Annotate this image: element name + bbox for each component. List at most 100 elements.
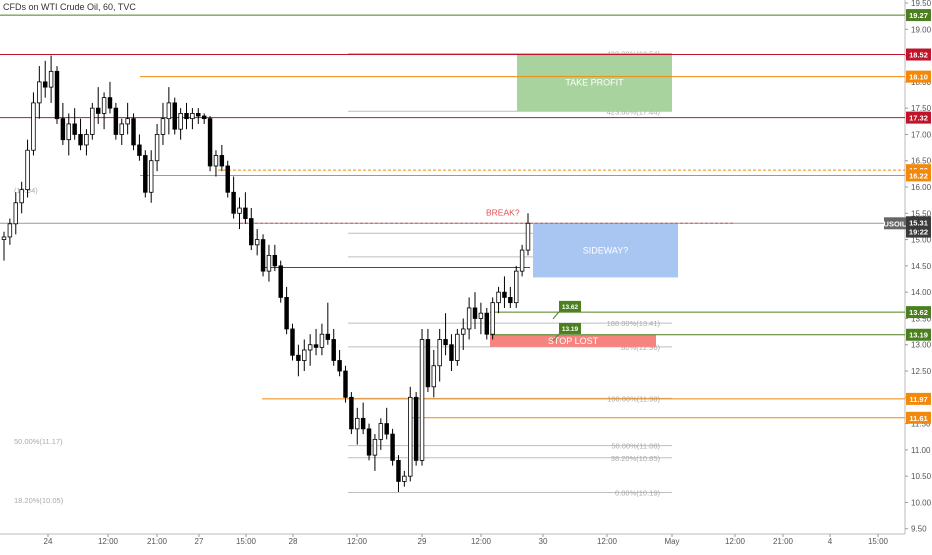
candle-body [54, 70, 60, 120]
candle-body [166, 102, 172, 120]
candle-body [172, 102, 177, 130]
candle-body [201, 115, 207, 120]
candle-body [25, 149, 30, 191]
price-tag-label: USOIL [884, 219, 907, 228]
candle-body [219, 155, 225, 167]
candle-body [225, 165, 230, 193]
candle-body [502, 291, 507, 298]
candle-body [443, 339, 448, 346]
price-tag-label: 13.62 [909, 308, 928, 317]
fib-label: 0.00%(10.19) [615, 488, 661, 497]
y-tick-label: 14.00 [911, 288, 932, 297]
candle-body [66, 123, 71, 141]
x-tick-label: 12:00 [597, 537, 618, 546]
price-tag [906, 9, 931, 22]
zone-label: SIDEWAY? [583, 245, 629, 255]
price-tag-label: 11.97 [909, 395, 927, 404]
price-tag [906, 392, 931, 405]
price-tag [906, 328, 931, 341]
chart-title: CFDs on WTI Crude Oil, 60, TVC [3, 2, 136, 12]
zone-box [517, 53, 672, 112]
callout-label: 13.19 [562, 326, 579, 333]
fib-label: 423.60%(17.44) [607, 107, 661, 116]
y-tick-label: 19.50 [911, 0, 932, 8]
candle-body [513, 270, 519, 304]
price-tag [906, 216, 931, 229]
price-tag-label: 15.31 [909, 218, 928, 227]
y-tick-label: 11.00 [911, 446, 931, 455]
candle-body [519, 249, 525, 272]
candle-body [72, 123, 77, 135]
candle-body [307, 344, 313, 351]
price-tag [884, 217, 906, 230]
candle-body [113, 107, 119, 135]
candle-body [207, 118, 213, 167]
y-tick-label: 13.50 [911, 314, 932, 323]
x-tick-label: 12:00 [725, 537, 746, 546]
candle-body [125, 118, 130, 125]
y-tick-label: 14.50 [911, 262, 932, 271]
candle-body [419, 339, 425, 461]
y-tick-label: 16.00 [911, 183, 932, 192]
left-fib-label: 50.00%(11.17) [14, 437, 63, 446]
y-tick-label: 11.50 [911, 420, 931, 429]
candle-body [42, 81, 48, 88]
price-tag-label: 19.27 [909, 11, 928, 20]
candle-body [1, 236, 7, 240]
callout-box [559, 322, 581, 334]
candle-body [107, 97, 113, 109]
candle-body [302, 349, 307, 361]
candle-body [272, 254, 278, 267]
y-tick-label: 15.00 [911, 236, 932, 245]
candle-body [349, 396, 354, 430]
y-tick-label: 10.00 [911, 498, 932, 507]
price-tag [906, 111, 931, 124]
candle-body [243, 207, 248, 219]
fib-label: 188.00%(13.41) [607, 319, 661, 328]
x-tick-label: 12:00 [347, 537, 368, 546]
x-tick-label: 27 [195, 537, 204, 546]
candle-body [325, 333, 331, 340]
price-tag-label: 13.19 [909, 331, 928, 340]
fib-label: 38.20%(10.85) [611, 454, 661, 463]
candle-body [437, 339, 442, 367]
candle-body [466, 307, 472, 330]
candle-body [431, 365, 437, 388]
candle-body [490, 302, 495, 335]
candle-body [355, 417, 360, 430]
candle-body [31, 102, 36, 151]
price-tag [906, 48, 931, 61]
price-tag [906, 70, 931, 83]
price-tag-label: 16.22 [909, 171, 928, 180]
candle-body [237, 207, 242, 214]
price-tag-label: 17.32 [909, 114, 928, 123]
left-fib-label: 18.20%(10.05) [14, 496, 64, 505]
x-tick-label: May [664, 537, 679, 546]
y-tick-label: 16.50 [911, 157, 932, 166]
candle-body [396, 459, 401, 482]
candle-body [231, 191, 236, 214]
candle-body [101, 97, 107, 114]
candle-body [366, 428, 372, 456]
callout-box [559, 300, 581, 312]
candle-body [60, 118, 66, 141]
candle-body [254, 239, 260, 246]
candle-body [408, 396, 413, 477]
price-tag-label: 19:22 [909, 228, 928, 237]
candle-body [196, 113, 201, 117]
candle-body [425, 339, 431, 388]
candle-body [119, 123, 124, 135]
candle-body [266, 254, 272, 272]
candle-body [390, 433, 395, 461]
x-tick-label: 15:00 [236, 537, 257, 546]
candle-body [143, 155, 148, 193]
candle-body [249, 218, 254, 246]
candle-body [343, 370, 348, 398]
x-tick-label: 24 [44, 537, 53, 546]
x-tick-label: 4 [828, 537, 833, 546]
candle-body [178, 113, 183, 130]
candle-body [154, 134, 160, 162]
price-tag-label: 18.52 [909, 51, 928, 60]
